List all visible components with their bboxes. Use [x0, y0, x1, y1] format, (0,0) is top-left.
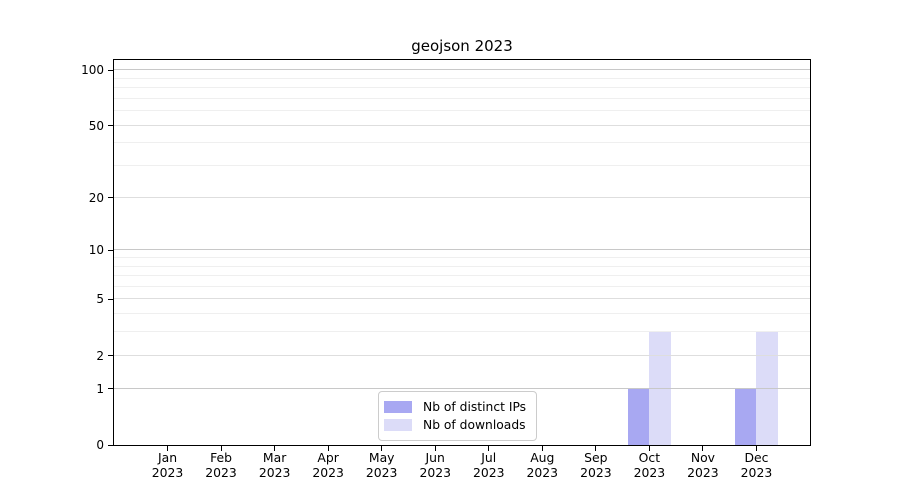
y-axis-tick-mark: [108, 249, 114, 251]
y-axis-tick-label: 5: [96, 292, 104, 307]
plot-area: [113, 59, 811, 446]
gridline-minor: [114, 97, 810, 99]
x-axis-tick-mark: [434, 446, 436, 451]
x-axis-tick-label: Dec 2023: [740, 450, 773, 480]
x-axis-tick-mark: [488, 446, 490, 451]
y-axis-tick-mark: [108, 197, 114, 199]
y-axis-tick-label: 0: [96, 438, 104, 452]
y-axis-tick-label: 1: [96, 381, 104, 396]
legend-row: Nb of downloads: [384, 417, 526, 433]
y-axis-tick-mark: [108, 444, 114, 446]
x-axis-tick-mark: [381, 446, 383, 451]
y-axis-tick-label: 100: [81, 63, 104, 78]
x-axis-tick-mark: [541, 446, 543, 451]
x-axis-tick-label: Jun 2023: [419, 450, 451, 480]
x-axis-tick-mark: [595, 446, 597, 451]
x-axis-tick-label: Oct 2023: [633, 450, 666, 480]
x-axis-tick-label: Jul 2023: [472, 450, 505, 480]
y-axis-tick-mark: [108, 298, 114, 300]
gridline-minor: [114, 87, 810, 89]
y-axis-tick-label: 2: [96, 348, 104, 363]
x-axis-tick-label: May 2023: [365, 450, 398, 480]
bar-distinct_ips-dec-2023: [734, 388, 757, 445]
gridline-major: [114, 387, 810, 389]
gridline-major: [114, 249, 810, 251]
gridline-minor: [114, 110, 810, 112]
y-axis-tick-label: 20: [88, 190, 104, 205]
x-axis-tick-mark: [648, 446, 650, 451]
gridline-minor: [114, 165, 810, 167]
y-axis-tick-mark: [108, 355, 114, 357]
x-axis-tick-label: Sep 2023: [580, 450, 612, 480]
bar-distinct_ips-oct-2023: [627, 388, 650, 445]
x-axis-tick-mark: [167, 446, 169, 451]
x-axis-tick-label: Apr 2023: [312, 450, 344, 480]
bar-layer: [114, 60, 810, 445]
legend: Nb of distinct IPs Nb of downloads: [378, 391, 538, 441]
y-axis-tick-mark: [108, 69, 114, 71]
gridline-minor: [114, 313, 810, 315]
gridline-minor: [114, 265, 810, 267]
x-axis-tick-mark: [702, 446, 704, 451]
gridline-minor: [114, 331, 810, 333]
grid-layer: [114, 60, 810, 445]
y-axis-tick-mark: [108, 125, 114, 127]
x-axis-tick-label: Nov 2023: [687, 450, 719, 480]
gridline-mid: [114, 298, 810, 300]
x-axis-tick-label: Aug 2023: [526, 450, 559, 480]
legend-label: Nb of downloads: [423, 418, 526, 432]
x-axis-tick-label: Jan 2023: [151, 450, 184, 480]
legend-row: Nb of distinct IPs: [384, 399, 526, 415]
gridline-mid: [114, 196, 810, 198]
gridline-minor: [114, 77, 810, 79]
x-axis-tick-label: Mar 2023: [258, 450, 291, 480]
x-axis-tick-label: Feb 2023: [205, 450, 237, 480]
gridline-minor: [114, 275, 810, 277]
gridline-mid: [114, 354, 810, 356]
bar-downloads-dec-2023: [756, 332, 778, 445]
gridline-major: [114, 69, 810, 71]
x-axis-tick-mark: [220, 446, 222, 451]
x-axis-tick-mark: [327, 446, 329, 451]
y-axis-tick-label: 10: [88, 243, 104, 258]
y-axis-tick-label: 50: [88, 118, 104, 133]
gridline-minor: [114, 142, 810, 144]
legend-swatch-downloads: [384, 419, 412, 431]
gridline-minor: [114, 257, 810, 258]
y-axis-tick-mark: [108, 388, 114, 390]
x-axis-tick-mark: [274, 446, 276, 451]
gridline-mid: [114, 124, 810, 126]
legend-label: Nb of distinct IPs: [423, 400, 527, 414]
bar-downloads-oct-2023: [649, 332, 671, 445]
x-axis-tick-mark: [755, 446, 757, 451]
legend-swatch-distinct-ips: [384, 401, 412, 413]
chart-title: geojson 2023: [411, 37, 513, 55]
gridline-minor: [114, 285, 810, 287]
